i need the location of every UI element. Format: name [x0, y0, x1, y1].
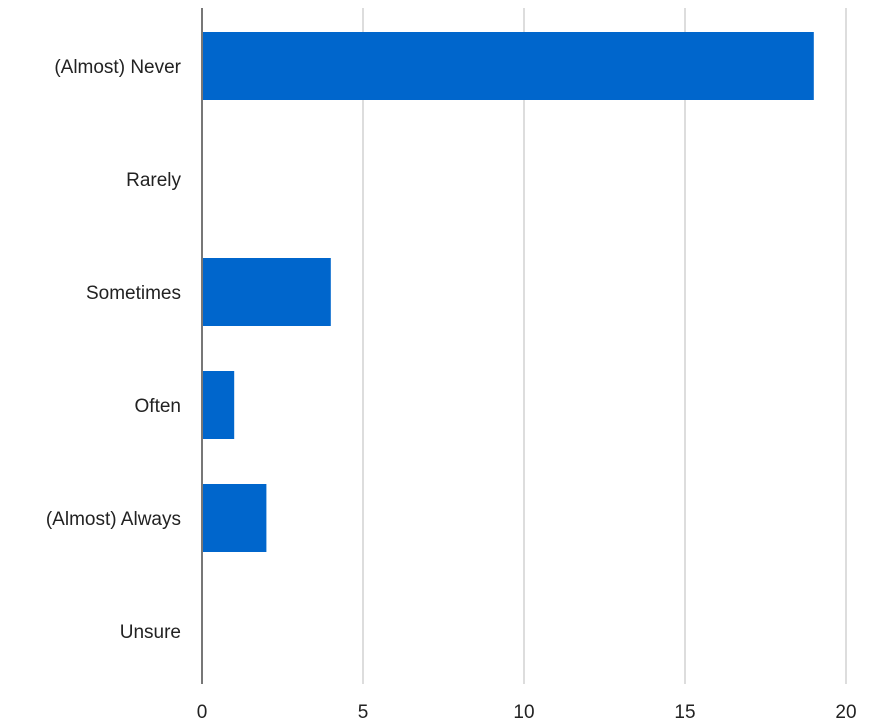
bar-4	[202, 484, 267, 552]
category-label: Rarely	[126, 170, 181, 191]
category-label: (Almost) Always	[46, 509, 181, 530]
category-label: Often	[135, 396, 181, 417]
x-tick-labels: 0 5 10 15 20	[197, 702, 857, 723]
x-tick-label: 10	[513, 702, 534, 723]
gridlines	[362, 8, 847, 684]
category-label: Sometimes	[86, 283, 181, 304]
x-tick-label: 20	[835, 702, 856, 723]
bar-0	[202, 32, 814, 100]
x-tick-label: 15	[674, 702, 695, 723]
category-label: (Almost) Never	[54, 57, 181, 78]
bars	[202, 32, 814, 552]
bar-3	[202, 371, 235, 439]
x-tick-label: 5	[358, 702, 369, 723]
x-tick-label: 0	[197, 702, 208, 723]
category-label: Unsure	[120, 622, 181, 643]
bar-2	[202, 258, 331, 326]
category-labels: (Almost) Never Rarely Sometimes Often (Almos…	[46, 57, 182, 643]
